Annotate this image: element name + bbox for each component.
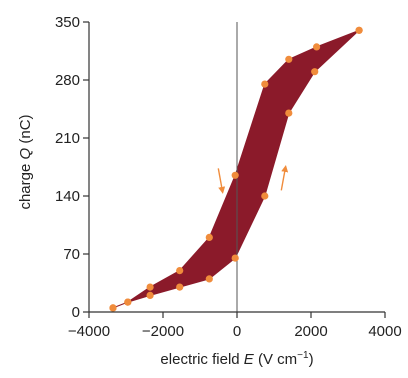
data-point-s0-3 <box>176 283 184 291</box>
data-point-s1-4 <box>231 171 239 179</box>
data-point-s1-0 <box>355 26 363 34</box>
data-points <box>109 26 363 312</box>
x-axis-label-symbol: E <box>244 351 255 368</box>
data-point-s0-5 <box>231 254 239 262</box>
data-point-s1-8 <box>124 298 132 306</box>
direction-arrow-up <box>280 164 289 191</box>
y-axis-label-prefix: charge <box>17 159 34 209</box>
x-axis-label: electric field E (V cm−1) <box>160 350 313 368</box>
x-axis-label-exponent: −1 <box>297 350 309 361</box>
y-axis-label-units: (nC) <box>17 114 34 147</box>
x-axis-ticks: −4000 −2000 0 2000 4000 <box>68 312 402 340</box>
data-point-s0-6 <box>261 192 269 200</box>
data-point-s1-3 <box>261 80 269 88</box>
y-axis-label-symbol: Q <box>17 147 34 159</box>
x-axis-label-units: (V cm <box>254 351 297 368</box>
data-point-s1-9 <box>109 304 117 312</box>
x-tick-label: 2000 <box>294 323 327 340</box>
direction-arrows <box>217 164 289 194</box>
data-point-s1-7 <box>146 283 154 291</box>
direction-arrow-down <box>217 168 226 194</box>
x-tick-label: −2000 <box>142 323 184 340</box>
y-tick-label: 70 <box>63 246 80 263</box>
data-point-s0-8 <box>311 68 319 76</box>
y-tick-label: 0 <box>72 304 80 321</box>
y-axis-ticks: 0 70 140 210 280 350 <box>55 14 89 321</box>
x-tick-label: 0 <box>233 323 241 340</box>
data-point-s0-2 <box>146 291 154 299</box>
y-tick-label: 210 <box>55 130 80 147</box>
data-point-s1-2 <box>285 55 293 63</box>
y-tick-label: 140 <box>55 188 80 205</box>
data-point-s0-7 <box>285 109 293 117</box>
data-point-s1-5 <box>205 233 213 241</box>
axes: −4000 −2000 0 2000 4000 0 70 140 210 280 350 <box>55 14 402 340</box>
plot-area <box>109 22 363 312</box>
data-point-s1-1 <box>313 43 321 51</box>
x-tick-label: 4000 <box>368 323 401 340</box>
y-tick-label: 280 <box>55 72 80 89</box>
data-point-s0-4 <box>205 275 213 283</box>
y-axis-label: charge Q (nC) <box>17 114 34 209</box>
hysteresis-loop-area <box>112 29 360 309</box>
data-point-s1-6 <box>176 267 184 275</box>
y-tick-label: 350 <box>55 14 80 31</box>
x-axis-label-close: ) <box>309 351 314 368</box>
x-axis-label-prefix: electric field <box>160 351 243 368</box>
x-tick-label: −4000 <box>68 323 110 340</box>
